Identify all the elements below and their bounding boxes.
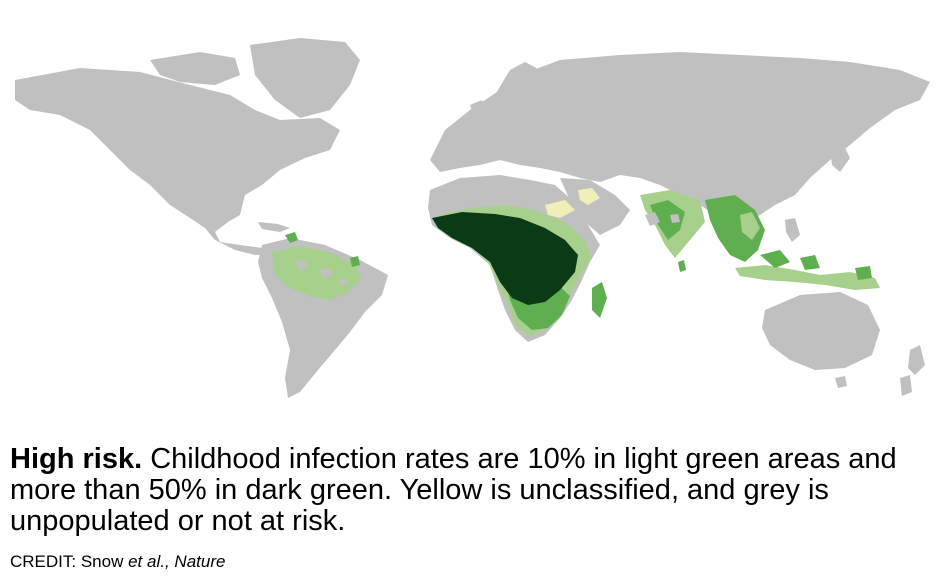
landmass-australia <box>762 292 880 370</box>
risk-zone-sahel-yellow <box>545 188 600 218</box>
landmass-new-zealand <box>900 345 925 396</box>
landmass-sri-lanka <box>678 260 686 272</box>
figure-credit: CREDIT: Snow et al., Nature <box>10 552 225 572</box>
landmass-tasmania <box>835 376 847 388</box>
world-malaria-risk-map <box>15 38 930 398</box>
credit-journal: Nature <box>174 552 226 571</box>
figure-caption: High risk. Childhood infection rates are… <box>10 444 940 537</box>
landmass-arctic-islands <box>150 52 240 85</box>
credit-etal: et al., <box>128 552 170 571</box>
risk-zone-amazon-mid <box>285 232 360 267</box>
landmass-philippines <box>785 218 800 242</box>
landmass-indonesia <box>735 265 880 290</box>
landmass-british-isles <box>470 100 486 122</box>
landmass-arabia <box>560 178 630 235</box>
landmass-north-america <box>15 68 340 255</box>
caption-lead: High risk. <box>10 443 143 475</box>
risk-zone-africa-dark <box>432 212 578 305</box>
credit-prefix: CREDIT: Snow <box>10 552 129 571</box>
landmass-scandinavia <box>495 62 540 108</box>
landmass-japan <box>830 142 850 172</box>
risk-zone-amazon-light <box>272 246 362 300</box>
risk-zone-india-mid <box>650 200 685 240</box>
landmass-madagascar <box>592 282 607 318</box>
risk-zone-amazon-speckles <box>295 260 348 286</box>
landmass-greenland <box>250 38 360 118</box>
caption-text: Childhood infection rates are 10% in lig… <box>10 443 897 537</box>
landmass-caribbean <box>258 222 290 232</box>
landmass-eurasia <box>430 52 930 225</box>
risk-zone-indonesia-mid <box>760 250 872 280</box>
landmass-southeast-asia <box>705 195 765 262</box>
risk-zone-india-grey <box>645 212 680 226</box>
risk-zone-se-asia-light <box>740 212 760 240</box>
